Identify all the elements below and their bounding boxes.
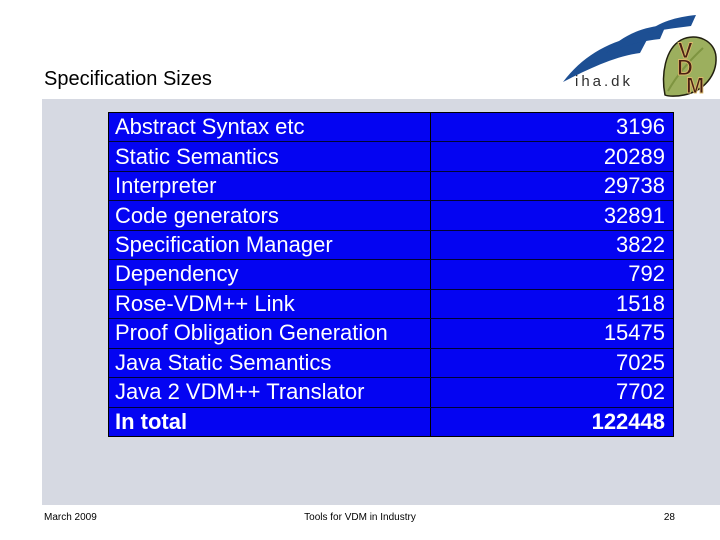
vdm-letter-d: D — [677, 55, 693, 80]
table-row: Java Static Semantics 7025 — [109, 347, 673, 378]
table-row: Java 2 VDM++ Translator 7702 — [109, 377, 673, 407]
vdm-letter-m: M — [686, 73, 704, 98]
row-label: Dependency — [115, 261, 239, 287]
footer-page-number: 28 — [663, 512, 675, 523]
row-value: 1518 — [430, 289, 673, 319]
table-row: Static Semantics 20289 — [109, 141, 673, 171]
row-value: 15475 — [430, 319, 673, 348]
row-label: Specification Manager — [115, 232, 333, 258]
table-row: Code generators 32891 — [109, 200, 673, 230]
iha-dk-label: iha.dk — [575, 73, 634, 90]
row-value: 20289 — [430, 142, 673, 171]
spec-sizes-table: Abstract Syntax etc 3196 Static Semantics 2… — [108, 112, 674, 437]
row-label: Java Static Semantics — [115, 349, 332, 375]
table-row: Specification Manager 3822 — [109, 229, 673, 260]
vdm-letter-v: V — [678, 38, 693, 63]
table-row: In total 122448 — [109, 406, 673, 436]
table-row: Dependency 792 — [109, 259, 673, 289]
row-value: 3196 — [430, 113, 673, 142]
vdm-logo-icon: V D M — [662, 36, 717, 98]
row-label: Rose-VDM++ Link — [115, 290, 295, 316]
iha-dk-swoosh-icon — [563, 15, 696, 82]
row-label: Code generators — [115, 202, 279, 228]
table-row: Proof Obligation Generation 15475 — [109, 318, 673, 348]
row-value: 792 — [430, 260, 673, 289]
table-row: Rose-VDM++ Link 1518 — [109, 288, 673, 319]
table-row: Interpreter 29738 — [109, 170, 673, 201]
table-row: Abstract Syntax etc 3196 — [109, 113, 673, 142]
row-label: In total — [115, 408, 188, 434]
row-value: 3822 — [430, 230, 673, 260]
footer-title: Tools for VDM in Industry — [304, 512, 416, 523]
row-value: 32891 — [430, 201, 673, 230]
row-label: Java 2 VDM++ Translator — [115, 379, 365, 405]
row-value: 29738 — [430, 171, 673, 201]
content-panel: Abstract Syntax etc 3196 Static Semantics 2… — [42, 99, 720, 505]
row-label: Abstract Syntax etc — [115, 114, 305, 140]
row-label: Static Semantics — [115, 143, 279, 169]
slide-title: Specification Sizes — [44, 68, 212, 90]
row-value: 7025 — [430, 348, 673, 378]
row-label: Proof Obligation Generation — [115, 320, 388, 346]
footer-date: March 2009 — [44, 512, 97, 523]
row-label: Interpreter — [115, 173, 217, 199]
row-value: 122448 — [430, 407, 673, 436]
row-value: 7702 — [430, 378, 673, 407]
